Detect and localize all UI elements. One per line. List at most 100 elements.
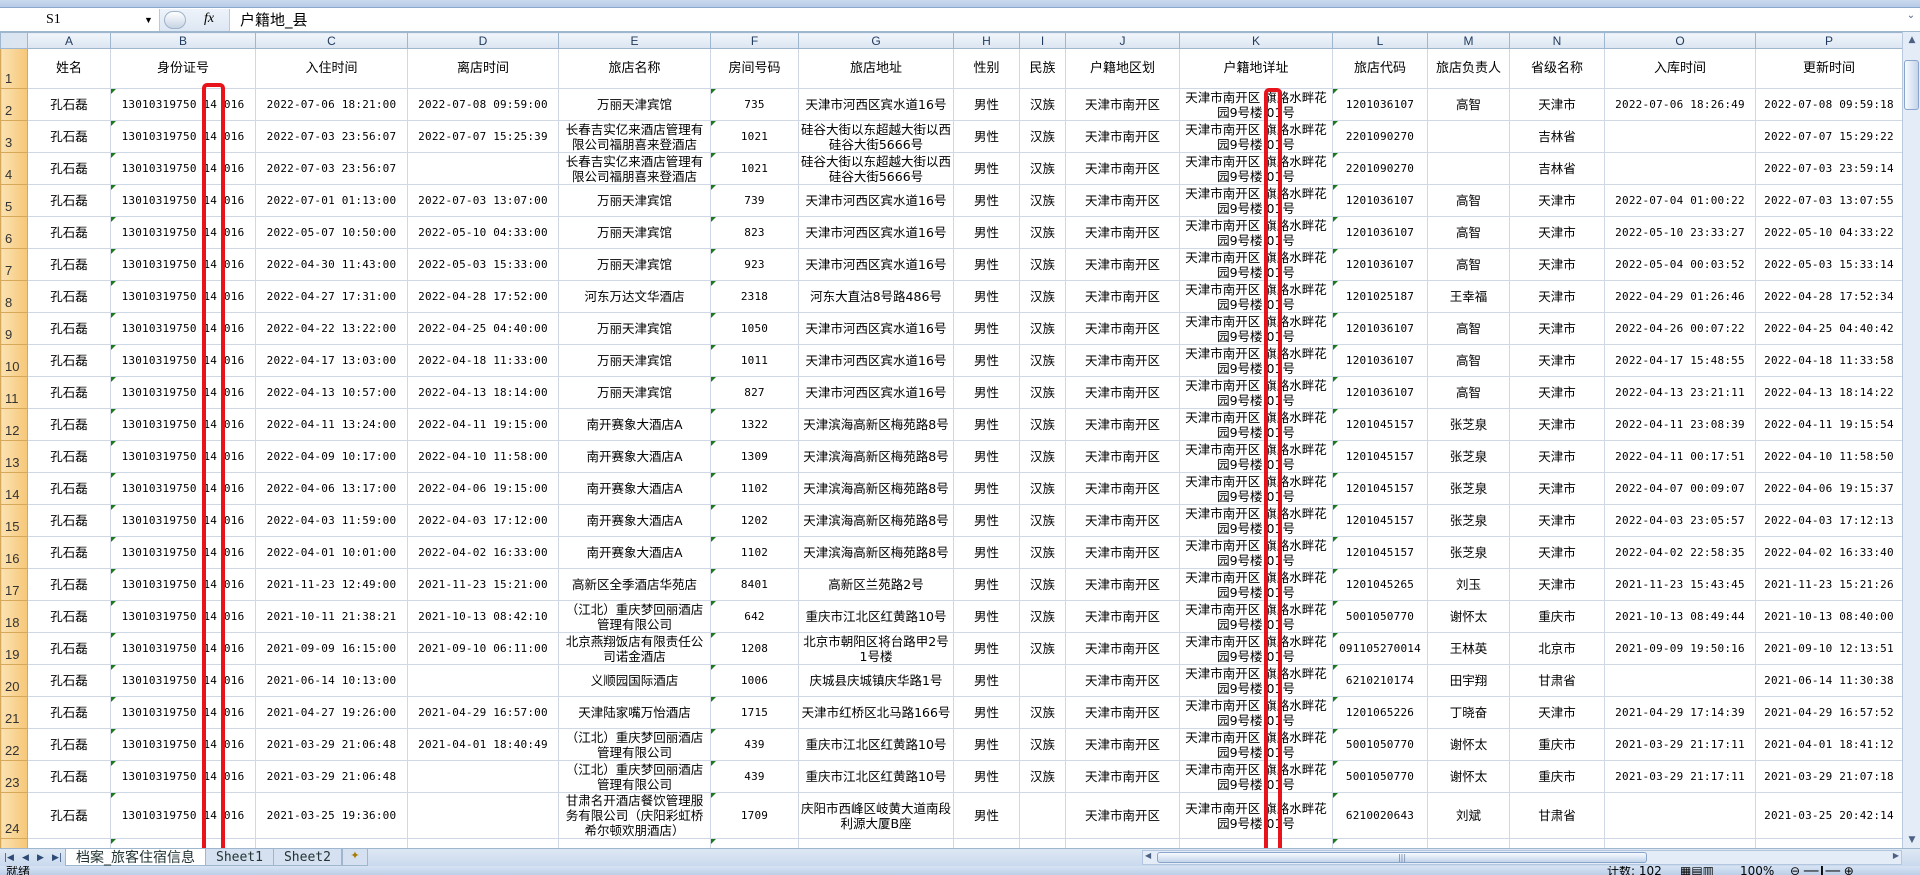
cell-e9[interactable]: 万丽天津宾馆 (558, 312, 711, 345)
cell-a6[interactable]: 孔石磊 (27, 216, 111, 249)
cell-l18[interactable]: 5001050770 (1332, 600, 1428, 633)
select-all-corner[interactable] (0, 32, 28, 49)
cell-m1[interactable]: 旅店负责人 (1427, 48, 1510, 89)
cell-p1[interactable]: 更新时间 (1755, 48, 1902, 89)
cell-l1[interactable]: 旅店代码 (1332, 48, 1428, 89)
cell-m17[interactable]: 刘玉 (1427, 568, 1510, 601)
cell-k9[interactable]: 天津市南开区 旗路水畔花园9号楼 01号 (1179, 312, 1333, 345)
cell-f20[interactable]: 1006 (710, 664, 799, 697)
cell-c19[interactable]: 2021-09-09 16:15:00 (255, 632, 408, 665)
cell-g6[interactable]: 天津市河西区宾水道16号 (798, 216, 954, 249)
cell-o17[interactable]: 2021-11-23 15:43:45 (1604, 568, 1756, 601)
cell-e3[interactable]: 长春吉实亿来酒店管理有限公司福朋喜来登酒店 (558, 120, 711, 153)
column-header-j[interactable]: J (1065, 32, 1180, 49)
cell-p11[interactable]: 2022-04-13 18:14:22 (1755, 376, 1902, 409)
cell-f10[interactable]: 1011 (710, 344, 799, 377)
cell-o7[interactable]: 2022-05-04 00:03:52 (1604, 248, 1756, 281)
row-header-2[interactable]: 2 (0, 88, 28, 121)
cell-k15[interactable]: 天津市南开区 旗路水畔花园9号楼 01号 (1179, 504, 1333, 537)
cell-f8[interactable]: 2318 (710, 280, 799, 313)
cell-a1[interactable]: 姓名 (27, 48, 111, 89)
column-header-h[interactable]: H (953, 32, 1020, 49)
cell-i11[interactable]: 汉族 (1019, 376, 1066, 409)
cell-d18[interactable]: 2021-10-13 08:42:10 (407, 600, 559, 633)
column-header-d[interactable]: D (407, 32, 559, 49)
cell-j18[interactable]: 天津市南开区 (1065, 600, 1180, 633)
column-header-n[interactable]: N (1509, 32, 1605, 49)
cell-a2[interactable]: 孔石磊 (27, 88, 111, 121)
cell-o25[interactable] (1604, 838, 1756, 848)
cell-p23[interactable]: 2021-03-29 21:07:18 (1755, 760, 1902, 793)
cell-a7[interactable]: 孔石磊 (27, 248, 111, 281)
cell-o11[interactable]: 2022-04-13 23:21:11 (1604, 376, 1756, 409)
cell-h6[interactable]: 男性 (953, 216, 1020, 249)
cell-a9[interactable]: 孔石磊 (27, 312, 111, 345)
insert-function-icon[interactable]: fx (204, 10, 215, 26)
last-sheet-icon[interactable]: ▶| (51, 852, 62, 863)
cell-k18[interactable]: 天津市南开区 旗路水畔花园9号楼 01号 (1179, 600, 1333, 633)
row-header-14[interactable]: 14 (0, 472, 28, 505)
cell-e7[interactable]: 万丽天津宾馆 (558, 248, 711, 281)
cell-m6[interactable]: 高智 (1427, 216, 1510, 249)
expand-handle[interactable] (164, 10, 186, 29)
cell-p5[interactable]: 2022-07-03 13:07:55 (1755, 184, 1902, 217)
cell-o20[interactable] (1604, 664, 1756, 697)
scroll-left-icon[interactable]: ◀ (1145, 851, 1152, 860)
cell-f1[interactable]: 房间号码 (710, 48, 799, 89)
cell-i20[interactable] (1019, 664, 1066, 697)
cell-n9[interactable]: 天津市 (1509, 312, 1605, 345)
zoom-level[interactable]: 100% (1740, 866, 1775, 875)
cell-k8[interactable]: 天津市南开区 旗路水畔花园9号楼 01号 (1179, 280, 1333, 313)
cell-j2[interactable]: 天津市南开区 (1065, 88, 1180, 121)
cell-l12[interactable]: 1201045157 (1332, 408, 1428, 441)
first-sheet-icon[interactable]: |◀ (4, 852, 14, 863)
cell-o14[interactable]: 2022-04-07 00:09:07 (1604, 472, 1756, 505)
cell-a20[interactable]: 孔石磊 (27, 664, 111, 697)
cell-n2[interactable]: 天津市 (1509, 88, 1605, 121)
cell-a16[interactable]: 孔石磊 (27, 536, 111, 569)
cell-n16[interactable]: 天津市 (1509, 536, 1605, 569)
cell-o15[interactable]: 2022-04-03 23:05:57 (1604, 504, 1756, 537)
cell-a17[interactable]: 孔石磊 (27, 568, 111, 601)
cell-d24[interactable] (407, 792, 559, 839)
cell-g17[interactable]: 高新区兰苑路2号 (798, 568, 954, 601)
cell-k25[interactable] (1179, 838, 1333, 848)
cell-d11[interactable]: 2022-04-13 18:14:00 (407, 376, 559, 409)
column-header-a[interactable]: A (27, 32, 111, 49)
cell-c9[interactable]: 2022-04-22 13:22:00 (255, 312, 408, 345)
horizontal-scroll-thumb[interactable]: ||| (1157, 852, 1647, 863)
cell-n15[interactable]: 天津市 (1509, 504, 1605, 537)
column-header-g[interactable]: G (798, 32, 954, 49)
cell-m14[interactable]: 张芝泉 (1427, 472, 1510, 505)
cell-l17[interactable]: 1201045265 (1332, 568, 1428, 601)
cell-k6[interactable]: 天津市南开区 旗路水畔花园9号楼 01号 (1179, 216, 1333, 249)
cell-l2[interactable]: 1201036107 (1332, 88, 1428, 121)
cell-p25[interactable] (1755, 838, 1902, 848)
row-header-16[interactable]: 16 (0, 536, 28, 569)
row-header-4[interactable]: 4 (0, 152, 28, 185)
cell-c1[interactable]: 入住时间 (255, 48, 408, 89)
cell-k23[interactable]: 天津市南开区 旗路水畔花园9号楼 01号 (1179, 760, 1333, 793)
cell-p10[interactable]: 2022-04-18 11:33:58 (1755, 344, 1902, 377)
cell-h12[interactable]: 男性 (953, 408, 1020, 441)
cell-e15[interactable]: 南开赛象大酒店A (558, 504, 711, 537)
cell-b12[interactable]: 13010319750 14 016 (110, 408, 256, 441)
cell-i24[interactable] (1019, 792, 1066, 839)
insert-sheet-icon[interactable]: ✦ (341, 849, 368, 866)
cell-b19[interactable]: 13010319750 14 016 (110, 632, 256, 665)
cell-a23[interactable]: 孔石磊 (27, 760, 111, 793)
scroll-right-icon[interactable]: ▶ (1892, 851, 1899, 860)
cell-c8[interactable]: 2022-04-27 17:31:00 (255, 280, 408, 313)
cell-p13[interactable]: 2022-04-10 11:58:50 (1755, 440, 1902, 473)
cell-j3[interactable]: 天津市南开区 (1065, 120, 1180, 153)
cell-i6[interactable]: 汉族 (1019, 216, 1066, 249)
zoom-slider[interactable]: ⊖ ──┃── ⊕ (1790, 866, 1854, 875)
vertical-scroll-thumb[interactable] (1904, 60, 1919, 110)
cell-b23[interactable]: 13010319750 14 016 (110, 760, 256, 793)
cell-n3[interactable]: 吉林省 (1509, 120, 1605, 153)
cell-m2[interactable]: 高智 (1427, 88, 1510, 121)
cell-a15[interactable]: 孔石磊 (27, 504, 111, 537)
cell-h8[interactable]: 男性 (953, 280, 1020, 313)
cell-g16[interactable]: 天津滨海高新区梅苑路8号 (798, 536, 954, 569)
cell-e13[interactable]: 南开赛象大酒店A (558, 440, 711, 473)
